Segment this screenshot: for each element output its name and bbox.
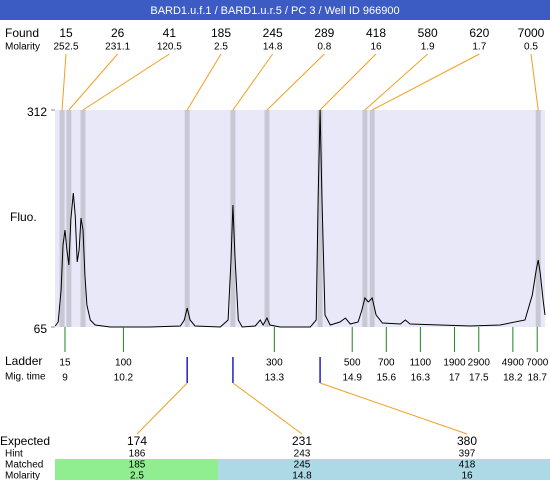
expected-size: 174 bbox=[127, 434, 147, 448]
matched-label: Matched bbox=[5, 460, 43, 471]
ladder-size: 300 bbox=[266, 358, 283, 369]
plot-area bbox=[55, 110, 545, 327]
mig-time: 16.3 bbox=[411, 373, 431, 384]
trace bbox=[54, 109, 546, 328]
found-size: 418 bbox=[366, 26, 386, 40]
found-size: 620 bbox=[469, 26, 489, 40]
title: BARD1.u.f.1 / BARD1.u.r.5 / PC 3 / Well … bbox=[150, 5, 399, 17]
found-molarity: 0.5 bbox=[524, 42, 538, 53]
connector bbox=[68, 53, 119, 111]
expected-size: 231 bbox=[292, 434, 312, 448]
found-size: 580 bbox=[418, 26, 438, 40]
connector bbox=[266, 53, 325, 111]
found-size: 26 bbox=[111, 26, 125, 40]
found-molarity: 16 bbox=[370, 42, 382, 53]
connector bbox=[232, 382, 303, 435]
found-molarity: 252.5 bbox=[53, 42, 78, 53]
peak-band bbox=[184, 110, 190, 327]
connector bbox=[319, 382, 468, 435]
matched: 418 bbox=[459, 460, 476, 471]
expected-molarity: 14.8 bbox=[292, 471, 312, 480]
found-size: 15 bbox=[59, 26, 73, 40]
exp-molarity-label: Molarity bbox=[5, 471, 40, 480]
peak-band bbox=[230, 110, 236, 327]
mig-time: 14.9 bbox=[342, 373, 362, 384]
connector bbox=[371, 53, 480, 111]
peak-band bbox=[369, 110, 375, 327]
found-label: Found bbox=[5, 26, 39, 40]
hint: 243 bbox=[294, 449, 311, 460]
peak-band bbox=[59, 110, 65, 327]
y-tick-label: 65 bbox=[34, 322, 48, 336]
peak-band bbox=[317, 110, 323, 327]
mig-time: 17 bbox=[449, 373, 461, 384]
peak-band bbox=[535, 110, 541, 327]
found-molarity: 1.7 bbox=[472, 42, 486, 53]
found-molarity: 120.5 bbox=[157, 42, 182, 53]
connector bbox=[186, 53, 222, 111]
connector bbox=[232, 53, 274, 111]
connector bbox=[136, 382, 188, 435]
connector bbox=[61, 53, 67, 111]
mig-time: 18.2 bbox=[503, 373, 523, 384]
found-molarity: 0.8 bbox=[317, 42, 331, 53]
found-size: 185 bbox=[211, 26, 231, 40]
found-molarity: 1.9 bbox=[421, 42, 435, 53]
found-molarity: 2.5 bbox=[214, 42, 228, 53]
peak-band bbox=[80, 110, 86, 327]
peak-band bbox=[264, 110, 270, 327]
title-bar bbox=[0, 0, 550, 20]
molarity-label: Molarity bbox=[5, 42, 40, 53]
ladder-size: 500 bbox=[344, 358, 361, 369]
matched: 185 bbox=[129, 460, 146, 471]
ladder-size: 2900 bbox=[468, 358, 491, 369]
expected-molarity: 2.5 bbox=[130, 471, 144, 480]
matched: 245 bbox=[294, 460, 311, 471]
found-size: 41 bbox=[163, 26, 177, 40]
expected-label: Expected bbox=[0, 434, 50, 448]
y-tick-label: 312 bbox=[27, 105, 47, 119]
connector bbox=[82, 53, 170, 111]
hint: 397 bbox=[459, 449, 476, 460]
ladder-label: Ladder bbox=[5, 354, 42, 368]
mig-time: 9 bbox=[62, 373, 68, 384]
found-size: 245 bbox=[263, 26, 283, 40]
mig-time: 17.5 bbox=[469, 373, 489, 384]
found-molarity: 231.1 bbox=[105, 42, 130, 53]
hint: 186 bbox=[129, 449, 146, 460]
ladder-size: 100 bbox=[115, 358, 132, 369]
mig-time: 10.2 bbox=[114, 373, 134, 384]
matched-bg bbox=[218, 459, 383, 480]
y-label: Fluo. bbox=[10, 210, 37, 224]
expected-size: 380 bbox=[457, 434, 477, 448]
mig-time-label: Mig. time bbox=[5, 372, 46, 383]
found-size: 289 bbox=[314, 26, 334, 40]
mig-time: 13.3 bbox=[265, 373, 285, 384]
mig-time: 15.6 bbox=[377, 373, 397, 384]
ladder-size: 4900 bbox=[502, 358, 525, 369]
matched-bg bbox=[383, 459, 550, 480]
connector bbox=[530, 53, 539, 111]
connector bbox=[364, 53, 428, 111]
ladder-size: 7000 bbox=[526, 358, 549, 369]
ladder-size: 15 bbox=[59, 358, 71, 369]
connector bbox=[319, 53, 377, 111]
found-molarity: 14.8 bbox=[263, 42, 283, 53]
ladder-size: 700 bbox=[378, 358, 395, 369]
hint-label: Hint bbox=[5, 449, 23, 460]
peak-band bbox=[66, 110, 72, 327]
found-size: 7000 bbox=[518, 26, 545, 40]
matched-bg bbox=[55, 459, 218, 480]
ladder-size: 1100 bbox=[410, 358, 432, 369]
mig-time: 18.7 bbox=[527, 373, 547, 384]
peak-band bbox=[362, 110, 368, 327]
ladder-size: 1900 bbox=[443, 358, 466, 369]
expected-molarity: 16 bbox=[461, 471, 473, 480]
